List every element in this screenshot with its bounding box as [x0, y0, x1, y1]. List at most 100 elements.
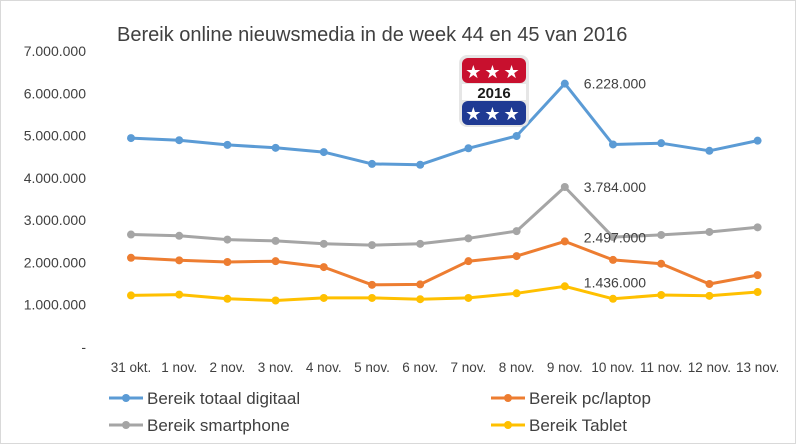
data-point	[175, 136, 184, 145]
data-point	[127, 291, 135, 300]
data-point	[560, 282, 569, 291]
x-tick-label: 10 nov.	[591, 360, 634, 375]
y-tick-label: 1.000.000	[24, 297, 86, 313]
data-point	[560, 182, 569, 191]
data-point	[368, 241, 376, 250]
data-label: 3.784.000	[584, 179, 646, 195]
data-point	[223, 140, 232, 149]
data-label: 6.228.000	[584, 76, 646, 92]
data-point	[512, 227, 521, 236]
data-point	[609, 255, 617, 264]
data-point	[657, 230, 666, 239]
data-label: 1.436.000	[584, 274, 646, 290]
legend-label: Bereik pc/laptop	[529, 389, 651, 408]
data-point	[416, 295, 425, 304]
x-tick-label: 31 okt.	[111, 360, 152, 375]
annotations: 6.228.000 3.784.000 2.497.000 1.436.000	[584, 76, 646, 291]
data-point	[560, 237, 569, 246]
legend-marker	[504, 394, 512, 402]
data-point	[368, 159, 376, 168]
election-2016-badge: ★★★ 2016 ★★★	[459, 55, 529, 127]
series-points	[127, 79, 762, 305]
data-point	[416, 280, 425, 289]
series-line	[130, 82, 758, 167]
data-point	[512, 289, 521, 298]
data-point	[705, 279, 714, 288]
data-point	[657, 290, 666, 299]
data-point	[223, 258, 232, 267]
data-point	[175, 290, 184, 299]
stars-bottom: ★★★	[465, 104, 522, 124]
data-point	[271, 143, 280, 152]
legend-label: Bereik totaal digitaal	[147, 389, 300, 408]
x-tick-label: 13 nov.	[736, 360, 779, 375]
data-label: 2.497.000	[584, 229, 646, 245]
y-tick-label: 3.000.000	[24, 212, 86, 228]
data-point	[271, 236, 280, 245]
data-point	[368, 280, 376, 289]
y-tick-label: -	[81, 339, 86, 355]
chart-title: Bereik online nieuwsmedia in de week 44 …	[117, 24, 627, 46]
legend-marker	[504, 421, 512, 429]
x-tick-label: 5 nov.	[354, 360, 390, 375]
series-lines	[130, 82, 758, 302]
data-point	[416, 160, 425, 169]
data-point	[657, 259, 666, 268]
y-tick-label: 5.000.000	[24, 128, 86, 144]
data-point	[753, 271, 762, 280]
x-tick-label: 3 nov.	[258, 360, 294, 375]
legend-label: Bereik Tablet	[529, 416, 627, 435]
data-point	[609, 140, 617, 149]
data-point	[271, 257, 280, 266]
x-tick-label: 9 nov.	[547, 360, 583, 375]
data-point	[705, 146, 714, 155]
data-point	[416, 239, 425, 248]
data-point	[705, 291, 714, 300]
data-point	[464, 293, 473, 302]
data-point	[319, 293, 328, 302]
data-point	[657, 139, 666, 148]
badge-year: 2016	[477, 85, 510, 102]
data-point	[319, 263, 328, 272]
data-point	[223, 235, 232, 244]
data-point	[753, 223, 762, 232]
x-tick-label: 7 nov.	[451, 360, 487, 375]
data-point	[223, 294, 232, 303]
data-point	[127, 253, 135, 262]
data-point	[175, 231, 184, 240]
data-point	[368, 293, 376, 302]
x-tick-label: 8 nov.	[499, 360, 535, 375]
series-line	[130, 284, 758, 302]
y-tick-label: 4.000.000	[24, 170, 86, 186]
y-axis-ticks: - 1.000.000 2.000.000 3.000.000 4.000.000 5.0…	[24, 43, 87, 355]
data-point	[512, 252, 521, 261]
data-point	[512, 131, 521, 140]
stars-top: ★★★	[465, 62, 522, 82]
y-tick-label: 7.000.000	[24, 43, 86, 59]
data-point	[609, 294, 617, 303]
legend-marker	[122, 394, 130, 402]
data-point	[175, 256, 184, 265]
data-point	[127, 230, 135, 239]
x-tick-label: 12 nov.	[688, 360, 731, 375]
legend: Bereik totaal digitaal Bereik pc/laptop Be…	[109, 389, 651, 435]
x-tick-label: 2 nov.	[210, 360, 246, 375]
series-line	[130, 239, 758, 287]
series-line	[130, 185, 758, 247]
legend-marker	[122, 421, 130, 429]
data-point	[560, 79, 569, 88]
x-tick-label: 4 nov.	[306, 360, 342, 375]
y-tick-label: 2.000.000	[24, 254, 86, 270]
data-point	[464, 257, 473, 266]
legend-label: Bereik smartphone	[147, 416, 290, 435]
data-point	[753, 136, 762, 145]
x-tick-label: 6 nov.	[402, 360, 438, 375]
data-point	[705, 227, 714, 236]
data-point	[609, 233, 617, 242]
data-point	[753, 288, 762, 297]
data-point	[464, 234, 473, 243]
x-axis-ticks: 31 okt. 1 nov. 2 nov. 3 nov. 4 nov. 5 nov. 6 n…	[111, 360, 780, 375]
data-point	[271, 296, 280, 305]
data-point	[319, 148, 328, 157]
